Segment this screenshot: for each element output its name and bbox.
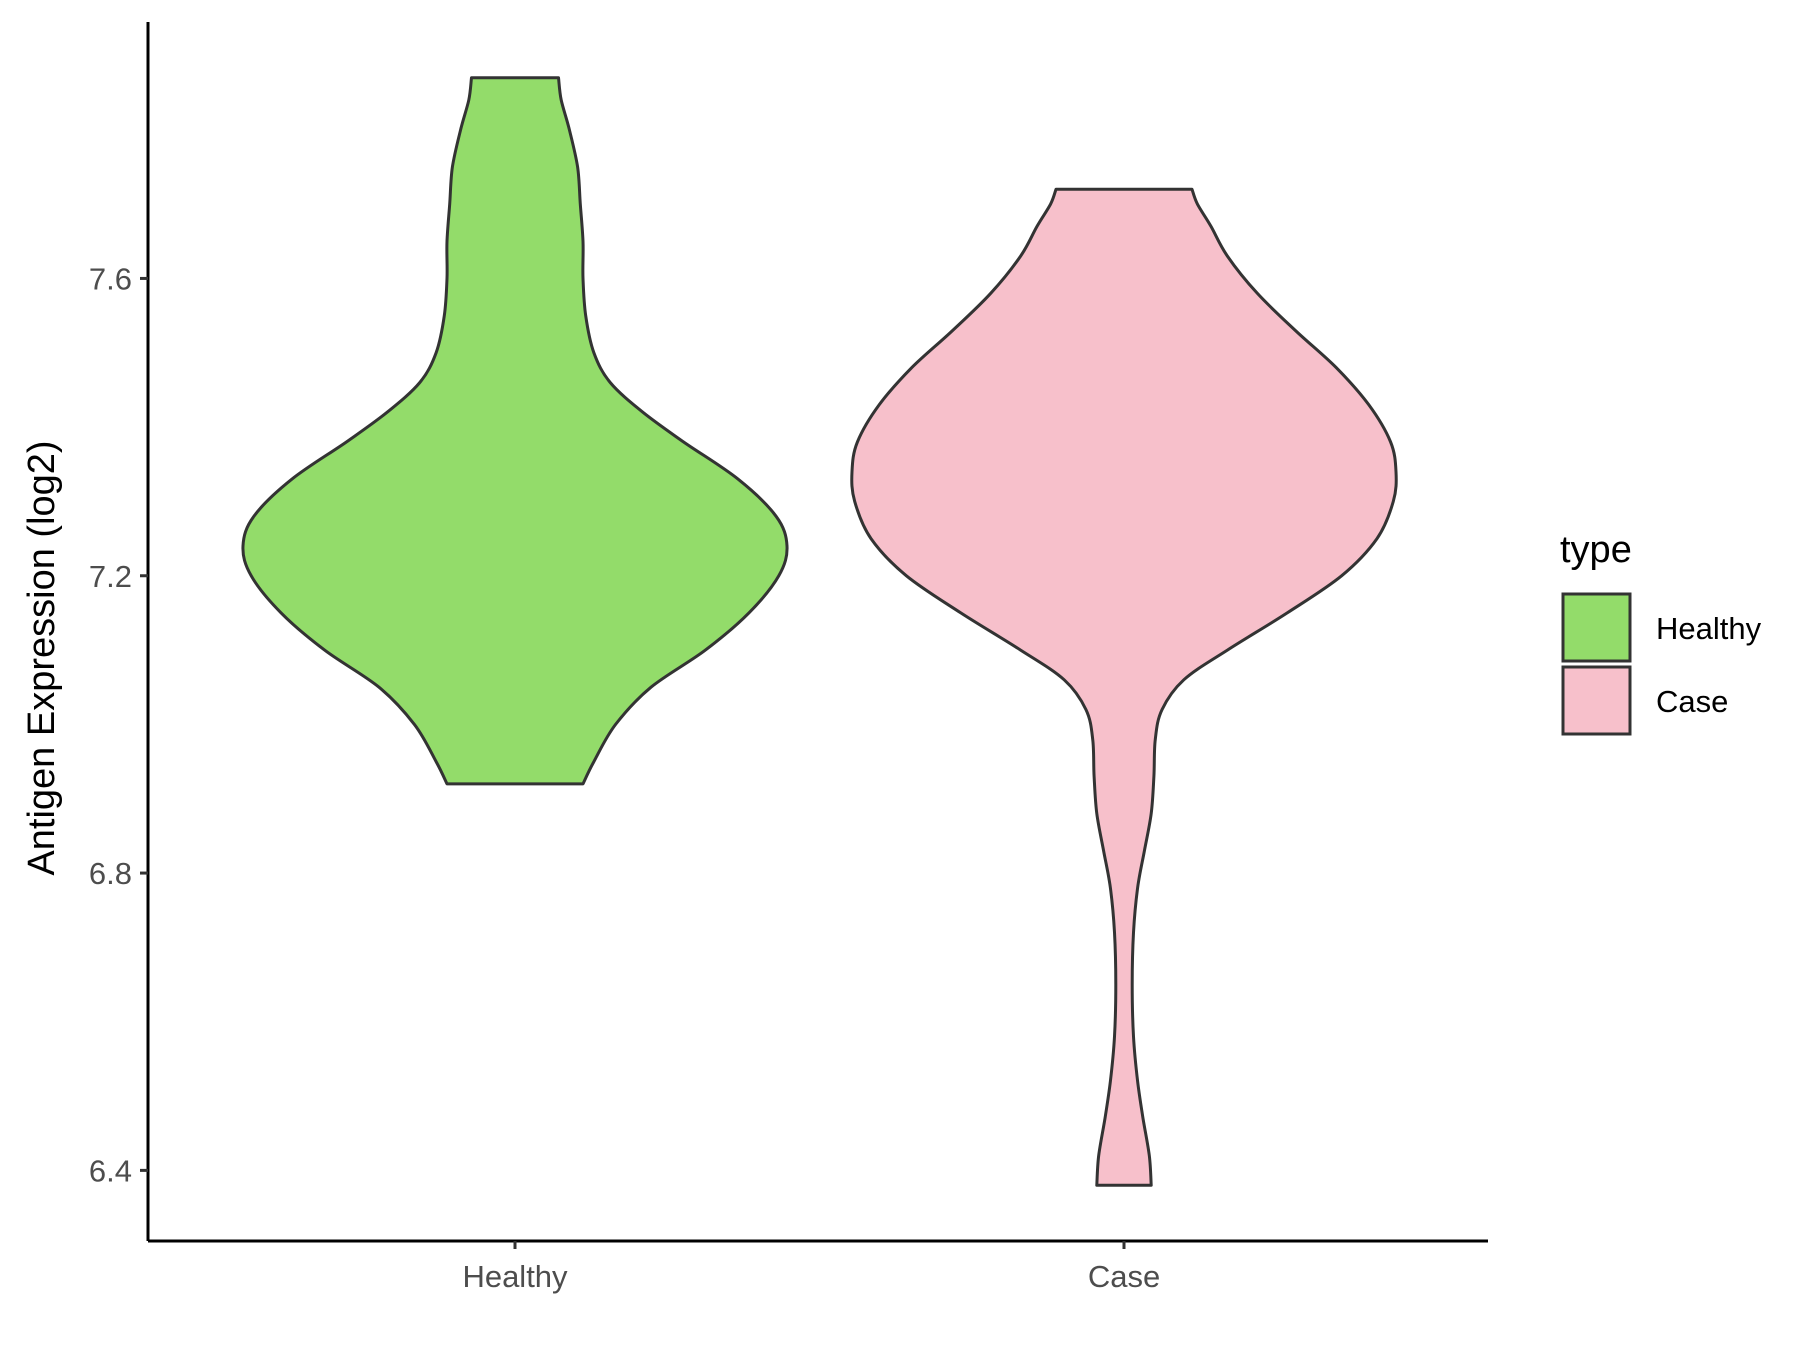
legend-label-healthy: Healthy: [1656, 611, 1762, 646]
violin-layer: [241, 76, 1398, 1187]
violin-case: [850, 187, 1398, 1187]
legend-label-case: Case: [1656, 684, 1728, 719]
y-tick-label: 6.4: [89, 1153, 132, 1188]
y-tick-label: 7.6: [89, 261, 132, 296]
x-axis-ticks: Healthy Case: [462, 1241, 1160, 1294]
legend: type Healthy Case: [1560, 529, 1762, 736]
legend-key-healthy: [1561, 592, 1632, 663]
y-axis-title: Antigen Expression (log2): [21, 440, 63, 875]
y-axis-ticks: 6.4 6.8 7.2 7.6: [89, 261, 148, 1188]
violin-healthy: [241, 76, 789, 786]
legend-entries: Healthy Case: [1561, 592, 1762, 736]
legend-title: type: [1560, 529, 1632, 571]
y-tick-label: 6.8: [89, 856, 132, 891]
x-tick-label: Healthy: [462, 1259, 568, 1294]
legend-key-case: [1561, 665, 1632, 736]
x-tick-label: Case: [1088, 1259, 1160, 1294]
y-tick-label: 7.2: [89, 559, 132, 594]
